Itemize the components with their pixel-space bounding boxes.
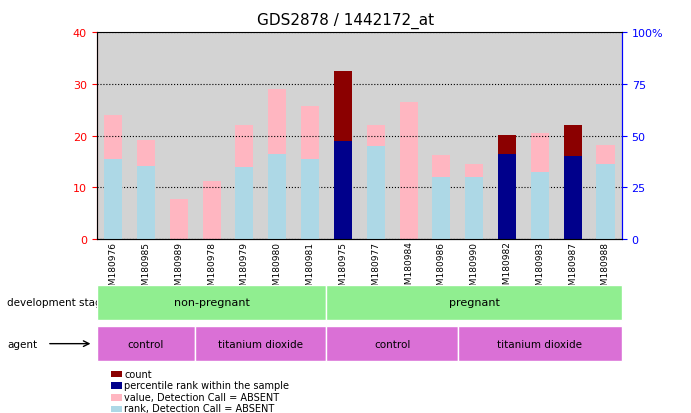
Bar — [564, 126, 582, 240]
Bar — [137, 140, 155, 240]
Bar — [589, 33, 622, 240]
Bar — [170, 199, 188, 240]
Text: percentile rank within the sample: percentile rank within the sample — [124, 380, 290, 390]
Bar — [268, 154, 286, 240]
Bar — [531, 173, 549, 240]
Bar — [564, 126, 582, 240]
Bar — [498, 135, 516, 240]
Bar — [367, 147, 385, 240]
Bar — [301, 106, 319, 240]
Bar — [465, 178, 483, 240]
Bar — [228, 33, 261, 240]
Text: control: control — [128, 339, 164, 349]
Bar — [104, 116, 122, 240]
Bar — [367, 126, 385, 240]
Bar — [334, 141, 352, 240]
Bar — [334, 72, 352, 240]
Bar — [104, 159, 122, 240]
Bar — [491, 33, 524, 240]
Bar — [465, 165, 483, 240]
Bar — [294, 33, 326, 240]
Bar — [326, 33, 359, 240]
Bar — [261, 33, 294, 240]
Bar — [301, 159, 319, 240]
Bar — [236, 126, 254, 240]
Bar — [531, 134, 549, 240]
Bar — [596, 165, 614, 240]
Text: non-pregnant: non-pregnant — [173, 297, 249, 308]
Bar — [596, 146, 614, 240]
Text: agent: agent — [7, 339, 37, 349]
Bar — [236, 167, 254, 240]
Text: development stage: development stage — [7, 297, 108, 308]
Bar — [457, 33, 491, 240]
Bar — [195, 33, 228, 240]
Text: value, Detection Call = ABSENT: value, Detection Call = ABSENT — [124, 392, 279, 402]
Bar — [359, 33, 392, 240]
Bar — [498, 135, 516, 240]
Bar — [129, 33, 162, 240]
Bar — [433, 178, 451, 240]
Text: GDS2878 / 1442172_at: GDS2878 / 1442172_at — [257, 12, 434, 28]
Bar — [202, 181, 220, 240]
Text: count: count — [124, 369, 152, 379]
Text: titanium dioxide: titanium dioxide — [218, 339, 303, 349]
Bar — [425, 33, 457, 240]
Text: control: control — [374, 339, 410, 349]
Bar — [334, 144, 352, 240]
Bar — [268, 90, 286, 240]
Bar — [392, 33, 425, 240]
Bar — [556, 33, 589, 240]
Bar — [564, 157, 582, 240]
Bar — [433, 156, 451, 240]
Bar — [564, 157, 582, 240]
Bar — [162, 33, 195, 240]
Bar — [97, 33, 129, 240]
Bar — [137, 166, 155, 240]
Text: pregnant: pregnant — [448, 297, 500, 308]
Bar — [399, 103, 417, 240]
Text: rank, Detection Call = ABSENT: rank, Detection Call = ABSENT — [124, 404, 274, 413]
Bar — [524, 33, 556, 240]
Text: titanium dioxide: titanium dioxide — [498, 339, 583, 349]
Bar — [498, 154, 516, 240]
